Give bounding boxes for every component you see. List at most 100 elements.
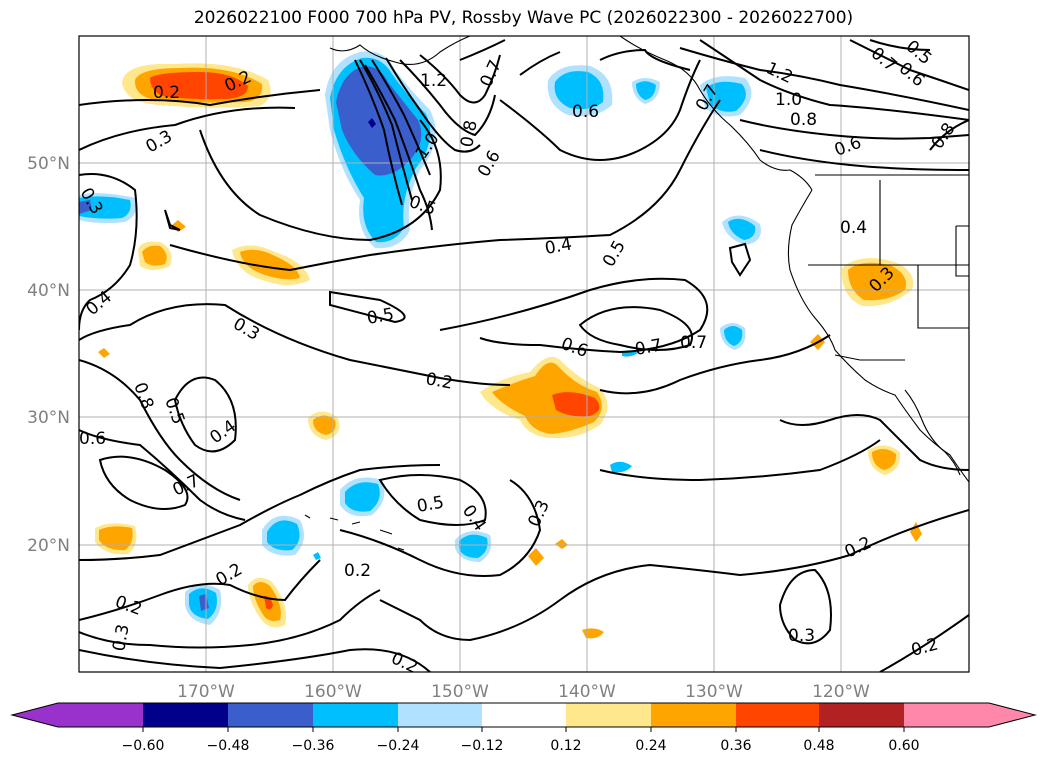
colorbar-tick-label: −0.24 (377, 738, 420, 754)
lon-tick-label: 160°W (304, 682, 362, 702)
graticule (79, 36, 969, 672)
colorbar-segment (482, 703, 566, 727)
colorbar-segment (313, 703, 398, 727)
colorbar-segment (651, 703, 736, 727)
colorbar-tick-label: 0.60 (888, 738, 919, 754)
lat-tick-label: 50°N (27, 154, 70, 174)
contour-label: 0.3 (230, 314, 263, 345)
colorbar-tick-label: −0.12 (461, 738, 504, 754)
anomaly-blob (554, 71, 604, 110)
anomaly-blob (98, 348, 110, 358)
anomaly-blob (313, 552, 321, 560)
contour-label: 0.3 (788, 626, 815, 646)
contour-label: 0.6 (474, 147, 505, 180)
contour-label: 0.3 (524, 497, 554, 530)
positive-anomaly-shading (95, 63, 922, 639)
anomaly-blob (872, 448, 897, 470)
anomaly-blob (79, 200, 92, 214)
contour-label: 0.2 (112, 592, 144, 620)
contour-label: 0.5 (365, 305, 395, 329)
anomaly-blob (728, 218, 756, 240)
anomaly-blob (240, 249, 300, 280)
lat-tick-label: 20°N (27, 536, 70, 556)
map-title: 2026022100 F000 700 hPa PV, Rossby Wave … (193, 8, 854, 28)
contour-label: 0.7 (476, 57, 506, 90)
anomaly-blob (336, 66, 422, 176)
anomaly-blob (264, 595, 273, 610)
anomaly-blob (706, 81, 746, 112)
lon-tick-labels: 170°W 160°W 150°W 140°W 130°W 120°W (177, 682, 870, 702)
contour-label: 0.3 (109, 623, 133, 653)
contour-label: 0.6 (79, 429, 106, 449)
lon-tick-label: 150°W (431, 682, 489, 702)
anomaly-blob (313, 415, 336, 435)
contour-label: 0.7 (633, 336, 663, 360)
lon-tick-label: 120°W (812, 682, 870, 702)
contour-label: 1.0 (775, 90, 802, 110)
contour-label: 0.8 (129, 380, 157, 412)
contour-labels: 0.2 0.2 1.2 0.7 0.6 1.2 1.0 0.8 0.7 0.6 … (79, 37, 960, 672)
anomaly-blob (848, 262, 907, 301)
colorbar-segment (989, 703, 1035, 727)
contour-label: 0.5 (599, 237, 630, 270)
anomaly-blob (724, 326, 743, 346)
colorbar-outline (10, 702, 1037, 728)
colorbar-tick-label: 0.12 (550, 738, 581, 754)
pv-contours (79, 39, 969, 672)
contour-label: 0.5 (415, 493, 445, 517)
anomaly-blob (552, 392, 600, 417)
negative-anomaly-shading (79, 51, 761, 625)
lon-tick-label: 130°W (685, 682, 743, 702)
anomaly-blob (142, 245, 167, 266)
colorbar-tick-label: 0.48 (803, 738, 834, 754)
colorbar-tick-label: −0.36 (292, 738, 335, 754)
anomaly-blob (555, 539, 568, 549)
contour-label: 0.4 (840, 218, 867, 238)
colorbar-tick-label: 0.36 (720, 738, 751, 754)
contour-label: 0.2 (909, 635, 940, 661)
contour-label: 0.2 (153, 83, 180, 103)
coastlines (304, 36, 969, 551)
colorbar: −0.60 −0.48 −0.36 −0.24 −0.12 0.12 0.24 … (10, 702, 1037, 754)
contour-label: 0.4 (543, 235, 573, 259)
contour-label: 0.8 (457, 119, 481, 149)
anomaly-blob (267, 520, 300, 551)
anomaly-blob (99, 526, 133, 551)
contour-label: 0.3 (143, 126, 176, 157)
colorbar-segment (566, 703, 651, 727)
contour-label: 0.2 (213, 559, 246, 590)
lat-tick-labels: 50°N 40°N 30°N 20°N (27, 154, 70, 556)
lon-tick-label: 170°W (177, 682, 235, 702)
anomaly-blob (528, 548, 544, 566)
lat-tick-label: 40°N (27, 281, 70, 301)
anomaly-blob (150, 72, 248, 100)
anomaly-blob (79, 196, 131, 219)
colorbar-segment (398, 703, 482, 727)
contour-label: 0.7 (867, 44, 901, 77)
lon-tick-label: 140°W (558, 682, 616, 702)
anomaly-blob (368, 118, 376, 128)
anomaly-blob (636, 81, 656, 100)
anomaly-blob (582, 628, 604, 639)
colorbar-segment (904, 703, 989, 727)
colorbar-segment (12, 703, 58, 727)
contour-label: 0.6 (558, 334, 590, 362)
anomaly-blob (345, 482, 380, 512)
map-frame (78, 35, 970, 673)
contour-label: 0.5 (406, 192, 438, 220)
colorbar-tick-label: −0.60 (122, 738, 165, 754)
colorbar-tick-label: −0.48 (207, 738, 250, 754)
contour-label: 0.6 (572, 102, 599, 122)
contour-label: 0.7 (680, 333, 707, 353)
contour-label: 0.2 (424, 369, 454, 393)
contour-label: 0.5 (160, 395, 188, 427)
anomaly-blob (459, 534, 488, 558)
colorbar-segment (58, 703, 143, 727)
lat-tick-label: 30°N (27, 408, 70, 428)
colorbar-segment (143, 703, 228, 727)
colorbar-segment (228, 703, 313, 727)
contour-label: 0.4 (82, 287, 116, 320)
colorbar-segment (736, 703, 819, 727)
colorbar-tick-label: 0.24 (635, 738, 666, 754)
